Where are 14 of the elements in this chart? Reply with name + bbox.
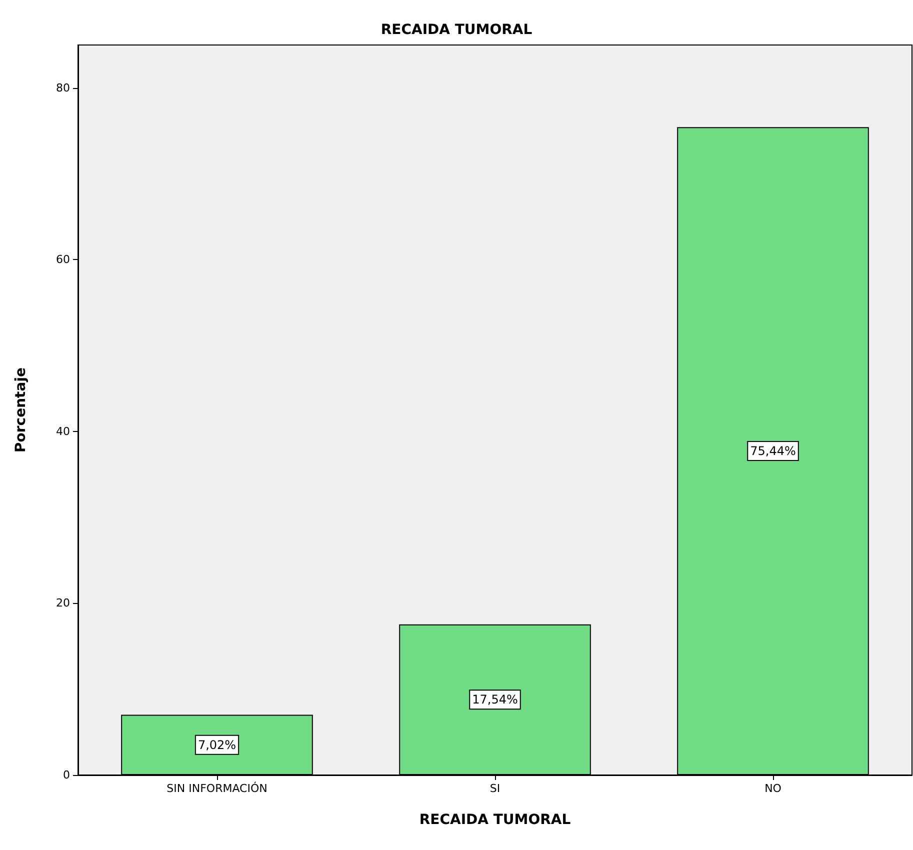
data-label: 75,44% [750, 444, 796, 458]
x-tick-label: SIN INFORMACIÓN [166, 781, 268, 795]
y-tick-label: 20 [56, 596, 70, 610]
x-axis-title: RECAIDA TUMORAL [419, 812, 571, 828]
chart-title: RECAIDA TUMORAL [380, 22, 532, 38]
y-axis-title: Porcentaje [13, 368, 29, 452]
y-tick-label: 40 [56, 424, 70, 438]
x-tick-label: NO [764, 782, 782, 795]
y-tick-label: 80 [56, 81, 70, 94]
x-tick-label: SI [490, 782, 500, 795]
data-label: 7,02% [198, 738, 236, 752]
y-tick-label: 0 [63, 768, 70, 782]
y-tick-label: 60 [56, 253, 70, 266]
data-label: 17,54% [472, 692, 518, 707]
